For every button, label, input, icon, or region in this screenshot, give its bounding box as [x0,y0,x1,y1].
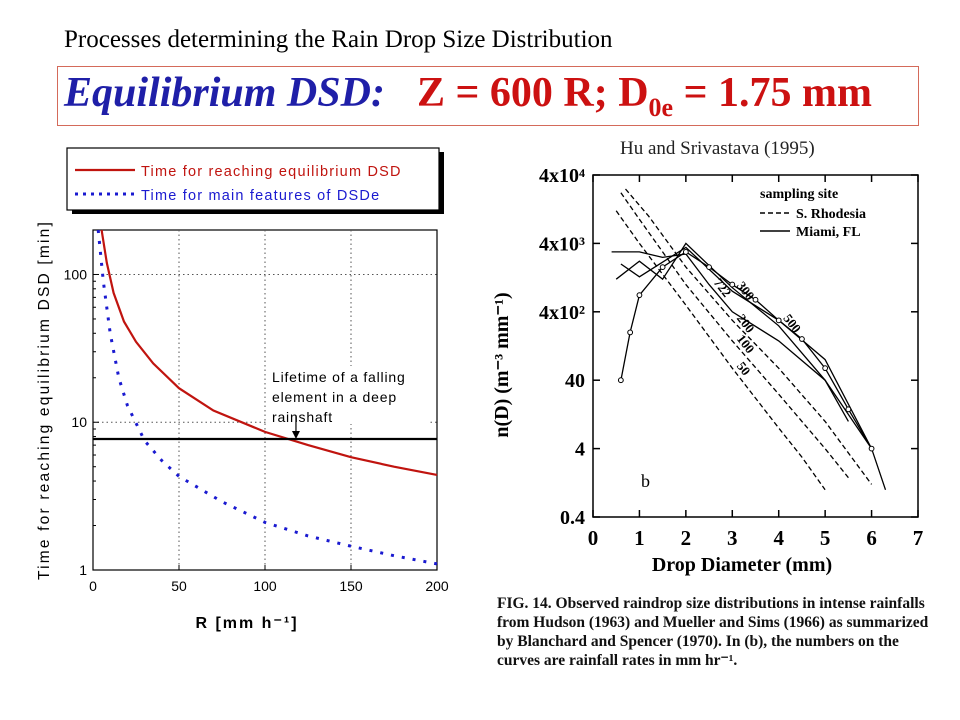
annotation-line-1: Lifetime of a falling [272,369,406,385]
left-series [93,229,438,566]
rain-rate-curve-marker [752,296,759,303]
left-y-axis-label: Time for reaching equilibrium DSD [min] [36,220,53,580]
right-y-axis-label: n(D) (m⁻³ mm⁻¹) [491,292,513,437]
title-eq-part1: Z = 600 R; D [416,70,649,116]
rain-rate-curve-marker [636,292,643,299]
left-y-tick-label: 100 [64,266,88,282]
left-chart: Time for reaching equilibrium DSD Time f… [36,147,449,632]
annotation-arrowhead [291,431,300,440]
rain-rate-curve [620,246,887,491]
right-x-tick-label: 4 [773,526,784,550]
slide-subtitle: Processes determining the Rain Drop Size… [64,26,613,53]
right-x-tick-label: 5 [820,526,831,550]
rain-rate-curve-marker [799,336,805,342]
right-x-tick-label: 3 [727,526,738,550]
panel-label: b [641,471,650,491]
rain-rate-curve-marker [706,264,712,271]
slide-title: Equilibrium DSD: Z = 600 R; D0e = 1.75 mm [64,69,872,122]
left-x-tick-label: 50 [171,578,187,594]
right-x-tick-label: 6 [866,526,877,550]
right-y-tick-label: 4x10³ [539,233,585,255]
left-y-tick-label: 10 [71,414,87,430]
annotation-line-2: element in a deep [272,389,397,405]
right-legend: sampling site S. Rhodesia Miami, FL [760,187,866,240]
title-lead: Equilibrium DSD: [64,70,385,116]
figure-credit: Hu and Srivastava (1995) [620,138,815,159]
title-equation: Z = 600 R; D0e = 1.75 mm [416,70,872,122]
series-equilibrium-line [100,229,438,476]
left-grid [93,230,437,570]
legend-label-main-features: Time for main features of DSDe [141,188,380,204]
right-plot-frame [592,174,919,518]
rain-rate-curve [611,251,849,422]
left-x-axis-label: R [mm h⁻¹] [195,615,298,632]
rain-rate-curve [620,192,849,479]
left-annotation: Lifetime of a falling element in a deep … [268,366,430,440]
left-x-tick-label: 100 [253,578,277,594]
annotation-line-3: rainshaft [272,409,333,425]
rain-rate-curve-marker [822,365,829,372]
right-ticks: 0 1 2 3 4 5 6 7 0.4 4 40 4x10² 4x10³ 4x10⁴ [539,165,923,550]
title-eq-part2: = 1.75 mm [673,70,872,116]
rain-rate-curve-marker [868,445,875,452]
rain-rate-curve-marker [682,249,689,255]
rain-rate-curve-marker [845,406,852,413]
legend-label-equilibrium: Time for reaching equilibrium DSD [141,164,402,180]
left-x-tick-label: 200 [425,578,449,594]
right-y-tick-label: 4x10² [539,302,585,324]
legend-label-rhodesia: S. Rhodesia [796,207,866,222]
left-y-tick-label: 1 [79,562,87,578]
left-legend: Time for reaching equilibrium DSD Time f… [66,147,444,214]
right-x-tick-label: 1 [634,526,645,550]
rain-rate-curve-marker [729,281,736,288]
right-x-tick-label: 0 [588,526,599,550]
legend-label-miami: Miami, FL [796,225,861,240]
rain-rate-curve-marker [775,317,782,324]
right-legend-title: sampling site [760,187,838,202]
curve-rate-label: 50 [734,359,754,378]
series-main-features-line [96,229,438,566]
rain-rate-curve-marker [627,329,634,336]
left-ticks: 0 50 100 150 200 1 10 100 [64,229,449,594]
rain-rate-curve-marker [617,377,624,384]
right-x-axis-label: Drop Diameter (mm) [652,554,832,576]
left-x-tick-label: 150 [339,578,363,594]
title-box: Equilibrium DSD: Z = 600 R; D0e = 1.75 mm [57,66,919,126]
right-x-tick-label: 2 [681,526,692,550]
rain-rate-curve [615,210,826,491]
right-chart: 0 1 2 3 4 5 6 7 0.4 4 40 4x10² 4x10³ 4x10⁴ 5010020072… [491,165,923,576]
title-eq-subscript: 0e [648,93,674,122]
right-y-tick-label: 4x10⁴ [539,165,585,187]
left-x-tick-label: 0 [89,578,97,594]
figure-caption: FIG. 14. Observed raindrop size distribu… [497,595,929,669]
right-x-tick-label: 7 [913,526,924,550]
rain-rate-curve [625,188,873,485]
rain-rate-curve-marker [659,264,666,271]
right-y-tick-label: 4 [575,439,585,461]
right-y-tick-label: 40 [565,370,585,392]
right-y-tick-label: 0.4 [560,507,585,529]
